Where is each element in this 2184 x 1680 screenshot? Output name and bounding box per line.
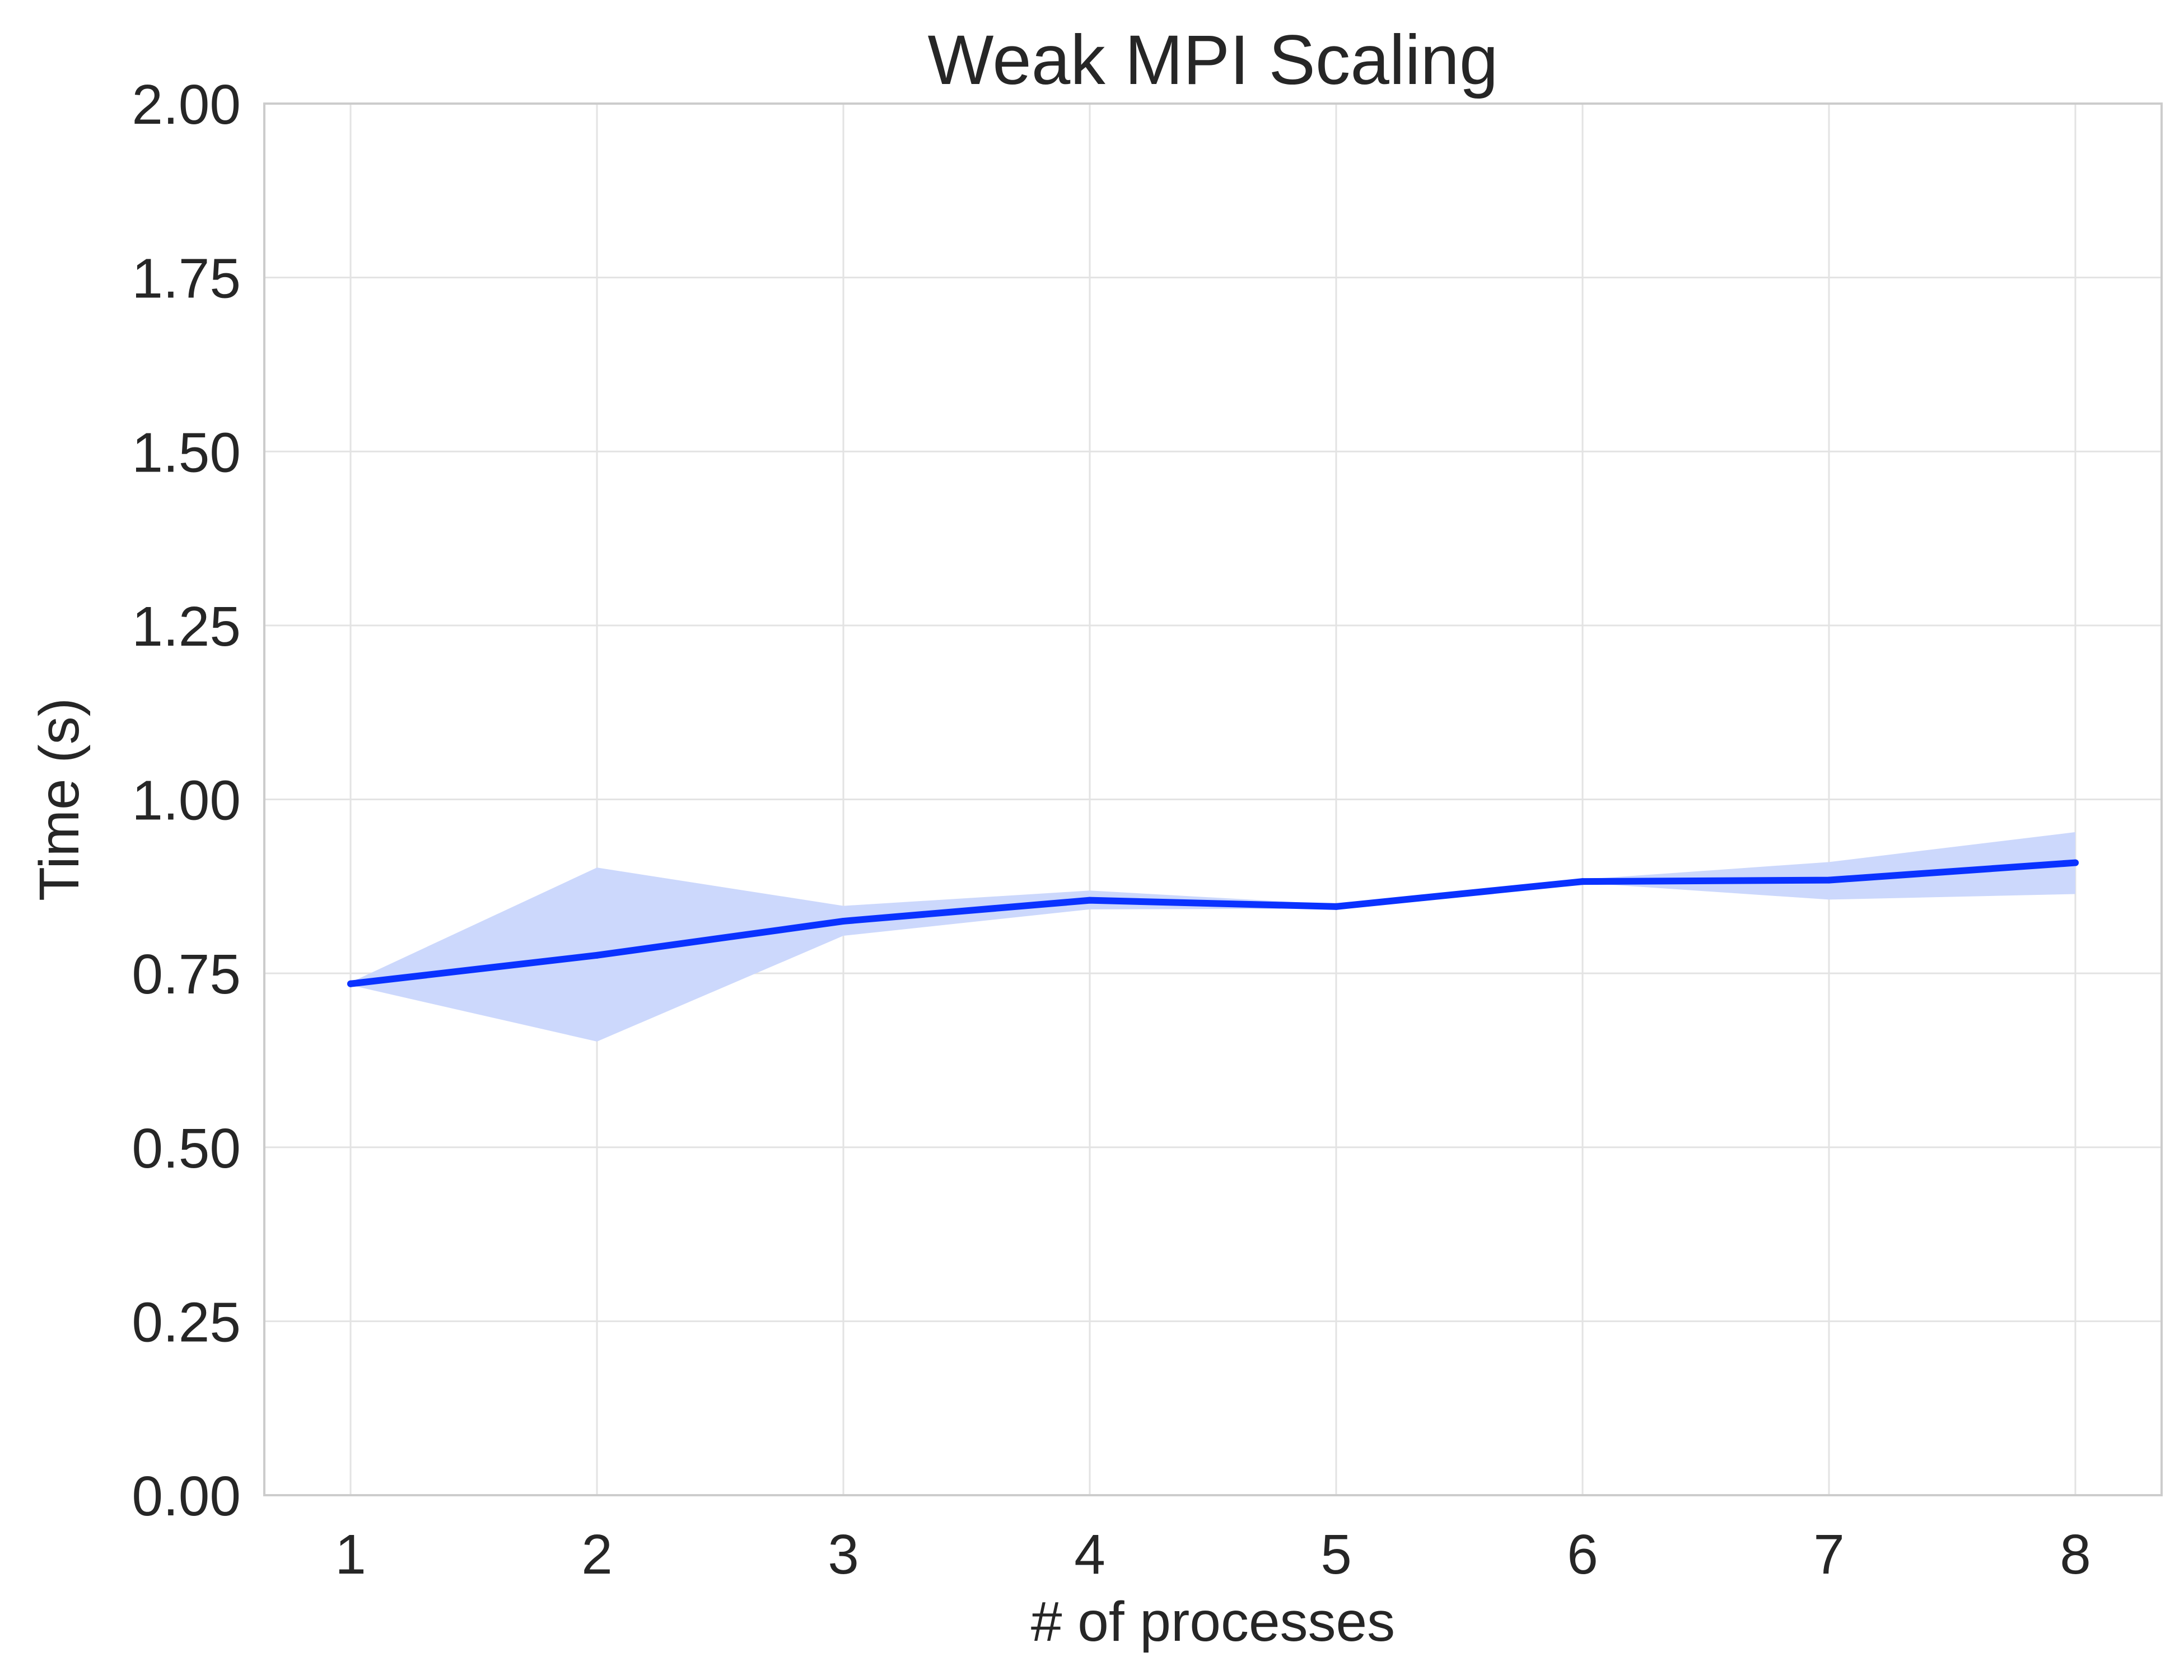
y-tick-label: 0.50 bbox=[132, 1117, 241, 1180]
y-tick-label: 2.00 bbox=[132, 73, 241, 136]
series-line bbox=[347, 859, 2079, 987]
data-point bbox=[594, 951, 600, 959]
y-tick-label: 0.00 bbox=[132, 1465, 241, 1528]
series-lines bbox=[347, 859, 2079, 987]
y-tick-labels: 0.00 0.25 0.50 0.75 1.00 1.25 1.50 1.75 2.00 bbox=[132, 73, 241, 1528]
y-axis-label: Time (s) bbox=[28, 698, 91, 901]
y-tick-label: 0.75 bbox=[132, 943, 241, 1006]
data-point bbox=[1333, 903, 1340, 910]
x-tick-label: 8 bbox=[2060, 1523, 2091, 1586]
y-tick-label: 1.50 bbox=[132, 421, 241, 484]
data-point bbox=[840, 917, 847, 925]
x-axis-label: # of processes bbox=[1031, 1590, 1395, 1653]
data-point bbox=[1579, 878, 1586, 885]
data-point bbox=[2072, 859, 2079, 866]
data-point bbox=[1086, 897, 1093, 904]
confidence-bands bbox=[351, 832, 2075, 1042]
x-tick-label: 2 bbox=[581, 1523, 613, 1586]
x-tick-label: 3 bbox=[828, 1523, 859, 1586]
y-tick-label: 1.25 bbox=[132, 595, 241, 658]
y-tick-label: 0.25 bbox=[132, 1291, 241, 1354]
x-tick-label: 1 bbox=[335, 1523, 366, 1586]
plot-frame bbox=[263, 102, 2163, 1496]
confidence-band bbox=[351, 832, 2075, 1042]
x-tick-label: 7 bbox=[1813, 1523, 1845, 1586]
data-point bbox=[1826, 876, 1832, 884]
x-tick-label: 5 bbox=[1320, 1523, 1352, 1586]
x-tick-label: 6 bbox=[1567, 1523, 1598, 1586]
x-tick-label: 4 bbox=[1074, 1523, 1105, 1586]
y-tick-label: 1.75 bbox=[132, 248, 241, 310]
y-gridlines bbox=[264, 102, 2162, 1496]
data-point bbox=[347, 980, 354, 987]
x-tick-labels: 1 2 3 4 5 6 7 8 bbox=[335, 1523, 2091, 1586]
y-tick-label: 1.00 bbox=[132, 769, 241, 832]
chart-title: Weak MPI Scaling bbox=[928, 21, 1499, 99]
